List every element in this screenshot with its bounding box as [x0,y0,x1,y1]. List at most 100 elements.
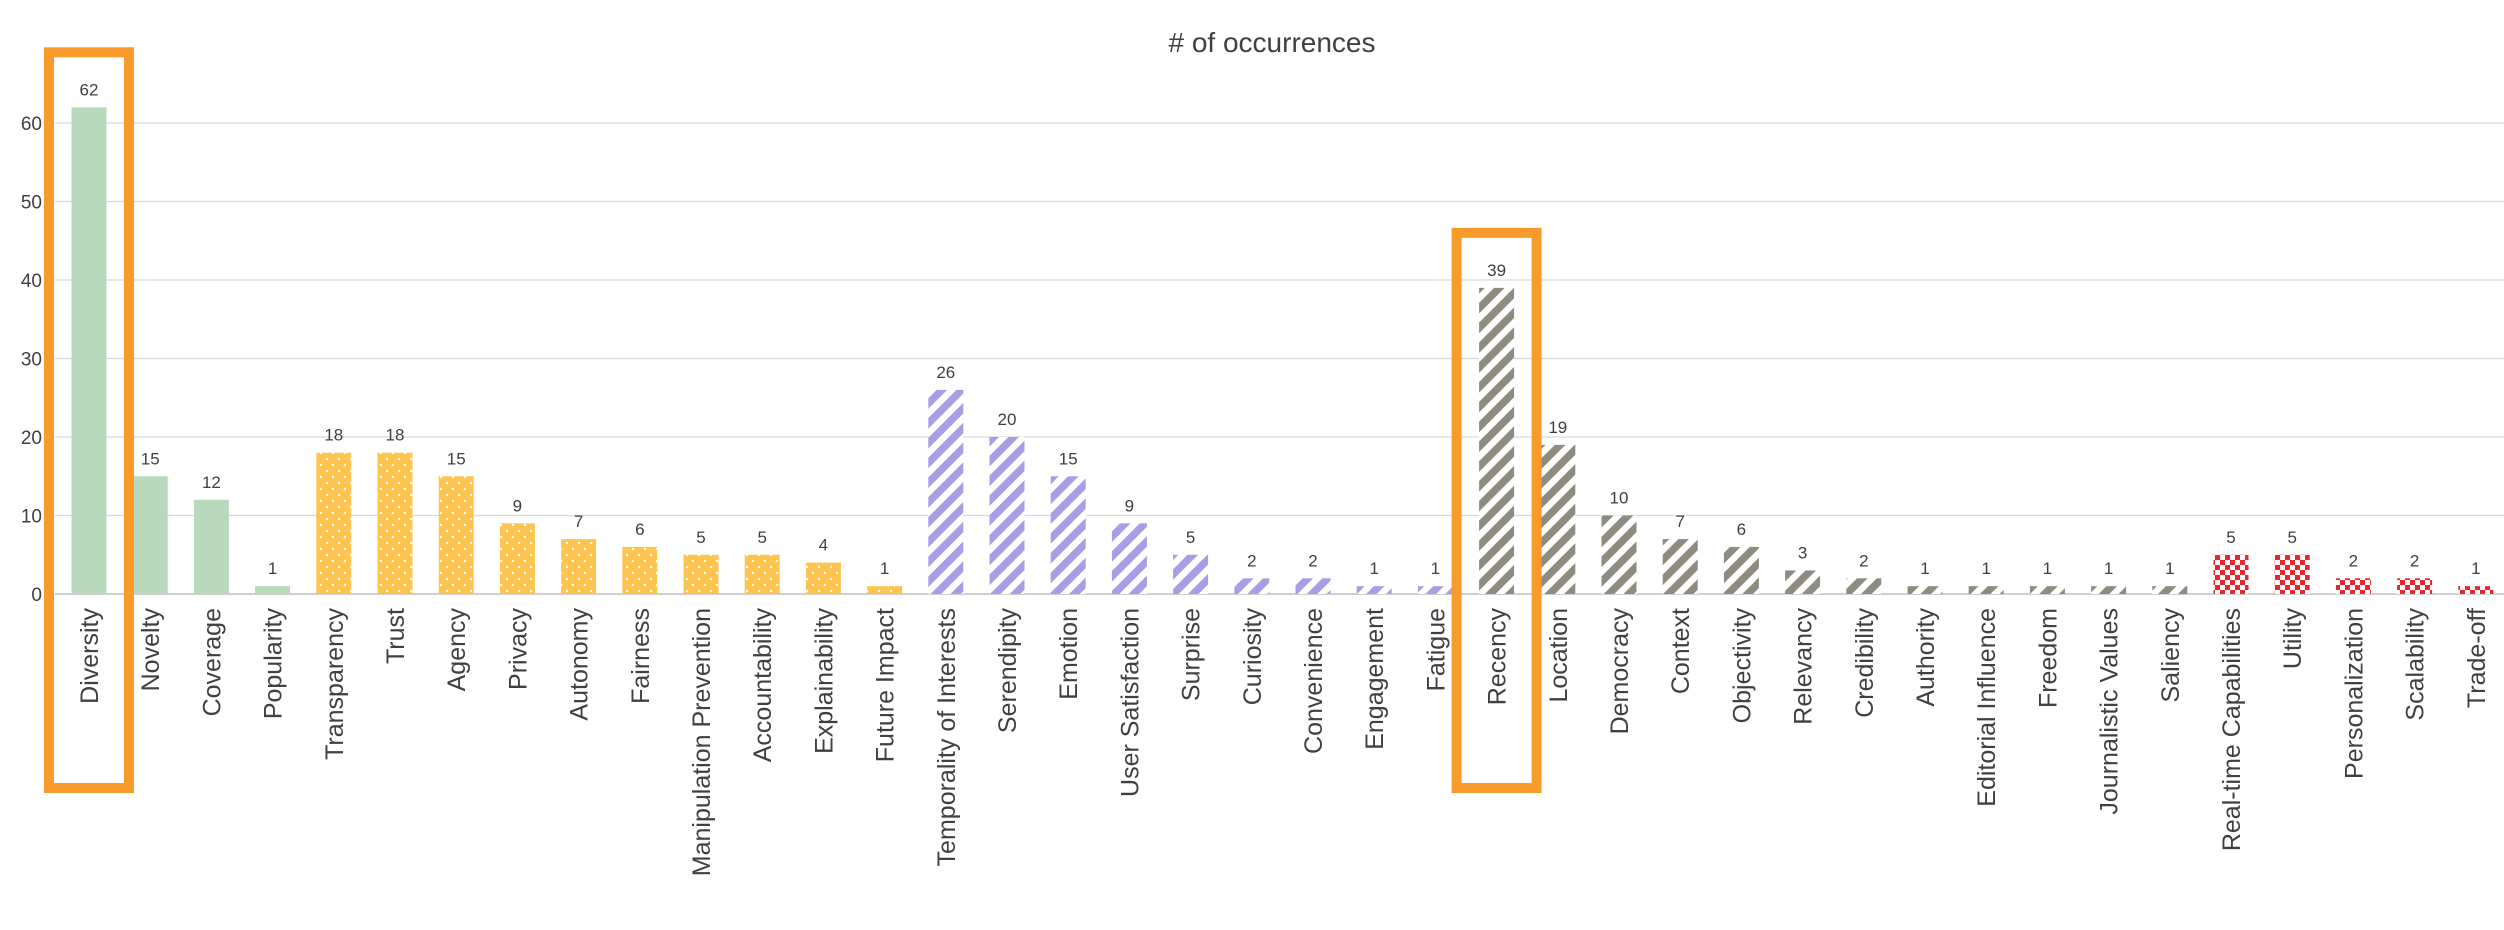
data-label: 2 [1308,551,1317,570]
x-tick-label: Journalistic Values [2096,608,2124,815]
highlight-boxes [44,47,1542,794]
gridlines [55,122,2504,595]
bar [622,546,658,594]
bar [1173,554,1209,594]
bar [1417,586,1453,594]
bar [71,107,107,595]
x-tick-label: Objectivity [1728,608,1756,724]
x-tick-label: Privacy [504,608,532,690]
data-label: 7 [1675,512,1684,531]
bar [1601,515,1637,594]
bar [193,499,229,594]
data-label: 1 [880,559,889,578]
data-label: 12 [202,473,221,492]
data-label: 20 [998,410,1017,429]
x-tick-label: Autonomy [566,608,594,721]
chart-title: # of occurrences [1169,27,1376,58]
x-axis-ticks: Diversity Novelty Coverage Popularity Transp… [76,608,2491,877]
x-tick-label: Fairness [627,608,655,704]
data-label: 26 [936,363,955,382]
data-label: 62 [80,80,99,99]
data-label: 6 [635,520,644,539]
bar [989,437,1025,594]
x-tick-label: Future Impact [872,608,900,762]
x-tick-label: Fatigue [1422,608,1450,691]
x-tick-label: Recency [1484,608,1512,706]
x-tick-label: Surprise [1178,608,1206,701]
y-tick-label: 30 [21,350,42,371]
data-label: 1 [268,559,277,578]
x-tick-label: Transparency [321,608,349,760]
bar [805,562,841,594]
bar [2213,554,2249,594]
bar [2335,578,2371,594]
bar [1050,476,1086,594]
y-tick-label: 60 [21,114,42,135]
bar [683,554,719,594]
y-tick-label: 0 [31,585,42,606]
bar [561,539,597,594]
bar [1295,578,1331,594]
x-tick-label: Credibility [1851,608,1879,718]
data-label: 5 [2226,528,2235,547]
bars [71,107,2494,595]
bar [316,452,352,594]
data-label: 5 [1186,528,1195,547]
data-label: 15 [141,449,160,468]
x-tick-label: Trade-off [2463,608,2491,708]
x-tick-label: Diversity [76,608,104,704]
x-tick-label: Utility [2279,608,2307,670]
x-tick-label: Relevancy [1790,608,1818,725]
bar [132,476,168,594]
data-label: 2 [2410,551,2419,570]
data-label: 39 [1487,261,1506,280]
x-tick-label: Novelty [137,608,165,692]
y-tick-label: 40 [21,271,42,292]
data-label: 3 [1798,543,1807,562]
x-tick-label: Temporality of Interests [933,608,961,866]
data-label: 5 [696,528,705,547]
data-label: 15 [447,449,466,468]
bar [1479,287,1515,594]
x-tick-label: Saliency [2157,608,2185,703]
bar [2397,578,2433,594]
data-label: 18 [386,426,405,445]
x-tick-label: Context [1667,608,1695,694]
x-tick-label: Curiosity [1239,608,1267,706]
x-tick-label: Authority [1912,608,1940,707]
bar [1846,578,1882,594]
bar [2029,586,2065,594]
x-tick-label: Accountability [749,608,777,763]
data-label: 15 [1059,449,1078,468]
data-label: 9 [513,496,522,515]
x-tick-label: Serendipity [994,608,1022,734]
bar [377,452,413,594]
data-label: 2 [1859,551,1868,570]
data-label: 2 [2349,551,2358,570]
x-tick-label: Emotion [1055,608,1083,700]
x-tick-label: Scalability [2402,608,2430,721]
bar [928,389,964,594]
highlight-box [1451,227,1542,794]
highlight-box [44,47,134,794]
x-tick-label: Trust [382,608,410,664]
data-label: 4 [819,536,828,555]
data-label: 6 [1737,520,1746,539]
y-axis-ticks: 0 10 20 30 40 50 60 [21,114,42,606]
data-label: 18 [324,426,343,445]
bar [1356,586,1392,594]
data-label: 1 [1369,559,1378,578]
bar [1111,523,1147,594]
bar [1540,444,1576,594]
data-label: 1 [1920,559,1929,578]
x-tick-label: Popularity [260,608,288,720]
bar [1662,539,1698,594]
bar [438,476,474,594]
x-tick-label: Real-time Capabilities [2218,608,2246,851]
bar [255,586,291,594]
data-label: 7 [574,512,583,531]
x-tick-label: Location [1545,608,1573,703]
bar [2091,586,2127,594]
x-tick-label: Coverage [198,608,226,716]
